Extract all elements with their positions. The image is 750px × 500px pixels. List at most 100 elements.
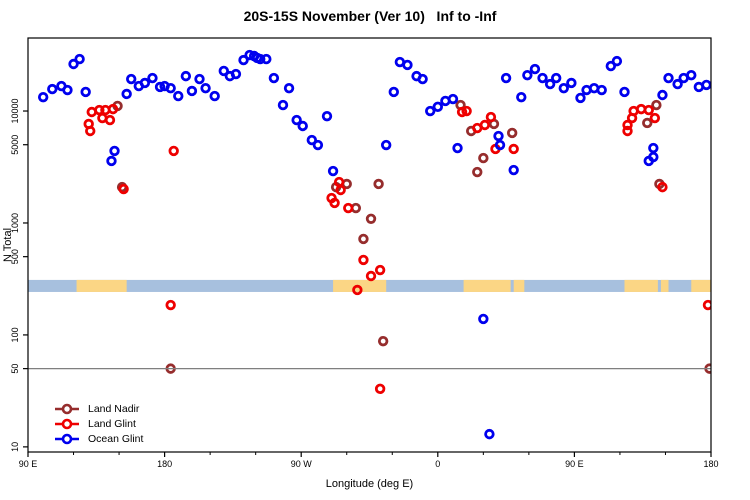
legend: Land Nadir Land Glint Ocean Glint [54,401,143,446]
data-point [575,92,586,104]
data-point [478,313,489,325]
data-point [425,105,436,117]
data-point [335,184,346,196]
data-point [508,143,519,155]
data-point [479,119,491,131]
data-point [702,299,711,311]
data-point [622,125,633,137]
data-point [506,127,518,139]
data-point [605,60,617,72]
data-point [672,78,683,90]
x-tick-label: 180 [157,459,172,469]
data-point [126,73,137,85]
data-point [596,84,607,96]
data-point [106,155,117,167]
data-point [472,166,483,178]
y-tick-label: 10 [10,442,20,452]
data-point [566,77,577,89]
data-point [365,270,377,282]
x-axis-title: Longitude (deg E) [326,478,413,490]
data-point [622,119,633,131]
data-point [373,178,384,190]
data-point [537,72,548,84]
data-point [230,68,242,80]
data-point [484,428,495,440]
data-point [352,284,363,296]
data-point [147,72,158,84]
data-point [80,86,91,98]
data-point [358,233,369,245]
data-point [657,89,668,101]
data-point [209,90,220,102]
data-point [374,264,386,276]
data-point [494,139,506,151]
data-point [306,134,318,146]
y-tick-label: 500 [10,249,20,264]
data-point [657,181,668,193]
data-point [550,72,562,84]
data-point [377,335,389,347]
data-point [358,254,369,266]
data-point [417,73,428,85]
data-point [327,165,339,177]
data-point [168,145,179,157]
y-tick-label: 5000 [10,135,20,155]
legend-item-land-nadir: Land Nadir [54,401,143,416]
data-point [47,83,58,95]
data-point [139,77,151,89]
data-point [85,125,96,137]
data-point [333,176,345,188]
data-point [686,69,697,81]
data-point [365,213,377,224]
data-point [651,99,662,111]
data-point [456,106,468,118]
data-point [261,53,272,65]
data-point [701,79,711,91]
legend-label-land-nadir: Land Nadir [88,402,140,415]
ocean-glint-marker-icon [55,433,79,444]
data-point [402,59,413,71]
data-point [200,82,211,94]
data-point [558,82,569,94]
data-point [154,81,166,93]
data-point [180,70,192,82]
data-point [268,72,280,84]
chart-title: 20S-15S November (Ver 10) Inf to -Inf [243,8,497,24]
data-point [544,78,556,90]
data-point [500,72,512,84]
data-point [121,88,132,100]
x-tick-label: 90 W [291,459,313,469]
data-point [238,54,249,66]
data-point [508,164,519,176]
data-point [663,72,674,84]
x-tick-label: 0 [435,459,440,469]
y-tick-label: 10000 [10,99,20,124]
x-tick-label: 180 [703,459,718,469]
data-point [432,101,443,113]
data-point [165,82,176,94]
y-tick-label: 1000 [10,213,20,233]
data-point [452,142,463,154]
data-point [478,152,489,164]
data-point [194,73,205,85]
data-point [186,85,198,97]
data-point [447,93,459,105]
data-point [522,69,533,81]
data-point [297,120,308,132]
land-nadir-marker-icon [55,403,79,414]
legend-item-ocean-glint: Ocean Glint [54,431,143,446]
data-point [516,91,527,103]
data-point [648,142,659,154]
data-point [118,183,129,195]
y-tick-label: 50 [10,364,20,374]
data-point [277,99,289,111]
data-point [461,105,472,117]
data-point [291,114,302,126]
data-point [37,91,49,103]
data-point [165,299,176,311]
data-point [329,197,340,209]
map-band-land-patch [624,279,658,292]
legend-item-land-glint: Land Glint [54,416,143,431]
